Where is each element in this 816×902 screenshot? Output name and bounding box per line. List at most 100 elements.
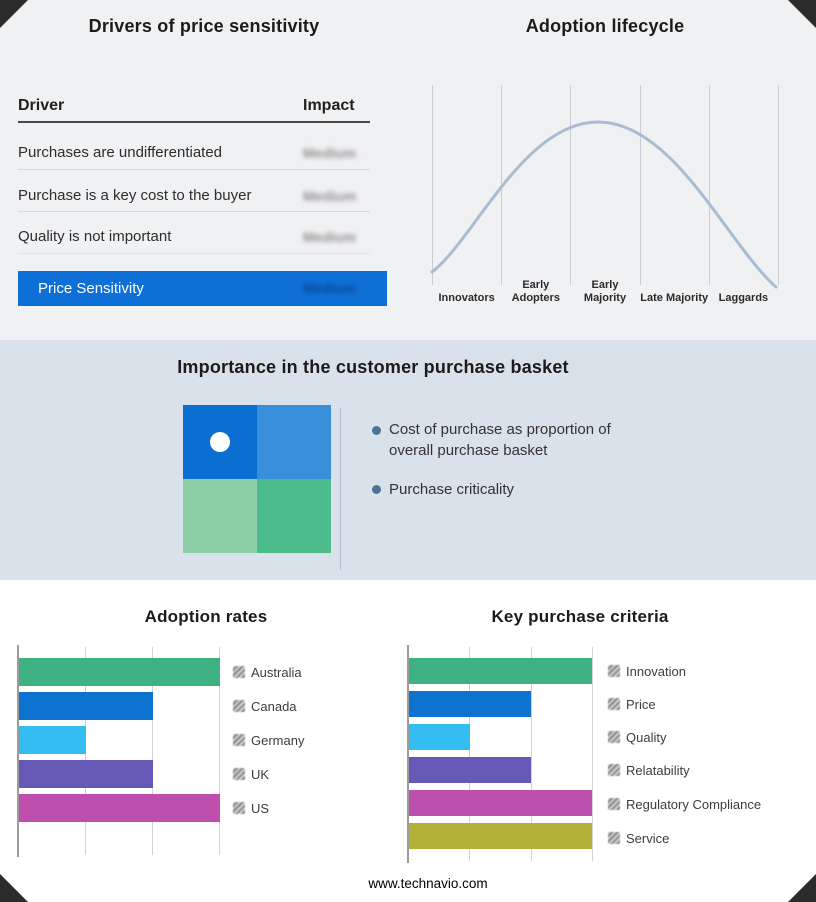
legend-label-canada: Canada [251,699,297,714]
adoption-gridline [152,647,153,855]
price-sensitivity-impact: Medium [303,280,356,296]
footer-url[interactable]: www.technavio.com [368,876,488,891]
bar-us [19,794,220,822]
price-sensitivity-label: Price Sensitivity [38,280,144,297]
legend-swatch-icon [608,731,620,743]
quadrant-position-dot [210,432,230,452]
kpc-gridline [469,647,470,861]
bar-track-innovation [409,658,592,684]
key-purchase-criteria-title: Key purchase criteria [491,607,669,626]
legend-swatch-icon [608,764,620,776]
legend-label-service: Service [626,831,670,846]
bar-germany [19,726,86,754]
drivers-row-driver: Purchase is a key cost to the buyer [18,187,252,204]
bar-service [409,823,592,849]
basket-bullet-criticality: Purchase criticality [389,481,515,498]
lifecycle-gridline [640,85,641,285]
bar-track-australia [19,658,220,686]
legend-label-price: Price [626,697,656,712]
price-sensitivity-summary-bar: Price Sensitivity Medium [18,271,387,306]
drivers-row-impact: Medium [303,188,356,204]
drivers-row-separator [18,211,370,212]
bar-track-regulatory-compliance [409,790,592,816]
adoption-y-axis [17,645,19,857]
stage-label-early-majority: Early Majority [583,279,627,304]
legend-label-innovation: Innovation [626,664,686,679]
bar-track-price [409,691,592,717]
legend-label-us: US [251,801,270,816]
kpc-gridline [592,647,593,861]
lifecycle-gridline [709,85,710,285]
middle-band-background [0,340,816,580]
legend-swatch-icon [233,768,245,780]
drivers-row-separator [18,253,370,254]
bar-track-canada [19,692,220,720]
bar-track-germany [19,726,220,754]
quadrant-top-right [257,405,331,479]
stage-label-early-adopters: Early Adopters [511,279,560,304]
stage-label-innovators: Innovators [438,292,495,304]
legend-label-germany: Germany [251,733,305,748]
bell-curve-chart [430,120,778,289]
bar-australia [19,658,220,686]
bar-track-service [409,823,592,849]
legend-swatch-icon [608,832,620,844]
legend-label-quality: Quality [626,730,667,745]
stage-label-laggards: Laggards [718,292,769,304]
lifecycle-panel-title: Adoption lifecycle [525,16,685,36]
quadrant-divider-line [340,408,341,570]
bullet-dot-icon [372,485,381,494]
kpc-y-axis [407,645,409,863]
legend-swatch-icon [233,700,245,712]
bell-curve-line [430,120,778,289]
legend-label-relatability: Relatability [626,763,690,778]
quadrant-bottom-right [257,479,331,553]
lifecycle-gridline [778,85,779,285]
legend-swatch-icon [233,666,245,678]
drivers-col-header-impact: Impact [303,97,355,114]
legend-swatch-icon [608,798,620,810]
drivers-row-driver: Quality is not important [18,228,172,245]
bar-quality [409,724,470,750]
bar-canada [19,692,153,720]
legend-swatch-icon [608,698,620,710]
legend-label-uk: UK [251,767,270,782]
adoption-rates-title: Adoption rates [144,607,268,626]
bullet-dot-icon [372,426,381,435]
bar-uk [19,760,153,788]
legend-label-regulatory-compliance: Regulatory Compliance [626,797,762,812]
corner-cut-top-left [0,0,28,28]
bar-track-us [19,794,220,822]
bar-innovation [409,658,592,684]
basket-bullet-cost: Cost of purchase as proportion of overal… [389,421,611,459]
legend-swatch-icon [608,665,620,677]
basket-panel-title: Importance in the customer purchase bask… [177,357,569,377]
lifecycle-gridline [570,85,571,285]
adoption-gridline [219,647,220,855]
drivers-row-impact: Medium [303,145,356,161]
quadrant-bottom-left [183,479,257,553]
drivers-row-driver: Purchases are undifferentiated [18,144,223,161]
bar-regulatory-compliance [409,790,592,816]
corner-cut-bottom-left [0,874,28,902]
stage-label-late-majority: Late Majority [640,292,709,304]
legend-swatch-icon [233,802,245,814]
kpc-gridline [531,647,532,861]
bar-price [409,691,531,717]
drivers-header-rule [18,121,370,123]
drivers-col-header-driver: Driver [18,97,65,114]
bar-track-quality [409,724,592,750]
lifecycle-gridline [432,85,433,285]
lifecycle-stage-labels: Innovators Early Adopters Early Majority… [432,272,778,305]
bar-track-uk [19,760,220,788]
legend-swatch-icon [233,734,245,746]
drivers-row-separator [18,169,370,170]
drivers-panel-title: Drivers of price sensitivity [88,16,320,36]
legend-label-australia: Australia [251,665,302,680]
bar-relatability [409,757,531,783]
corner-cut-top-right [788,0,816,28]
bar-track-relatability [409,757,592,783]
corner-cut-bottom-right [788,874,816,902]
drivers-row-impact: Medium [303,229,356,245]
